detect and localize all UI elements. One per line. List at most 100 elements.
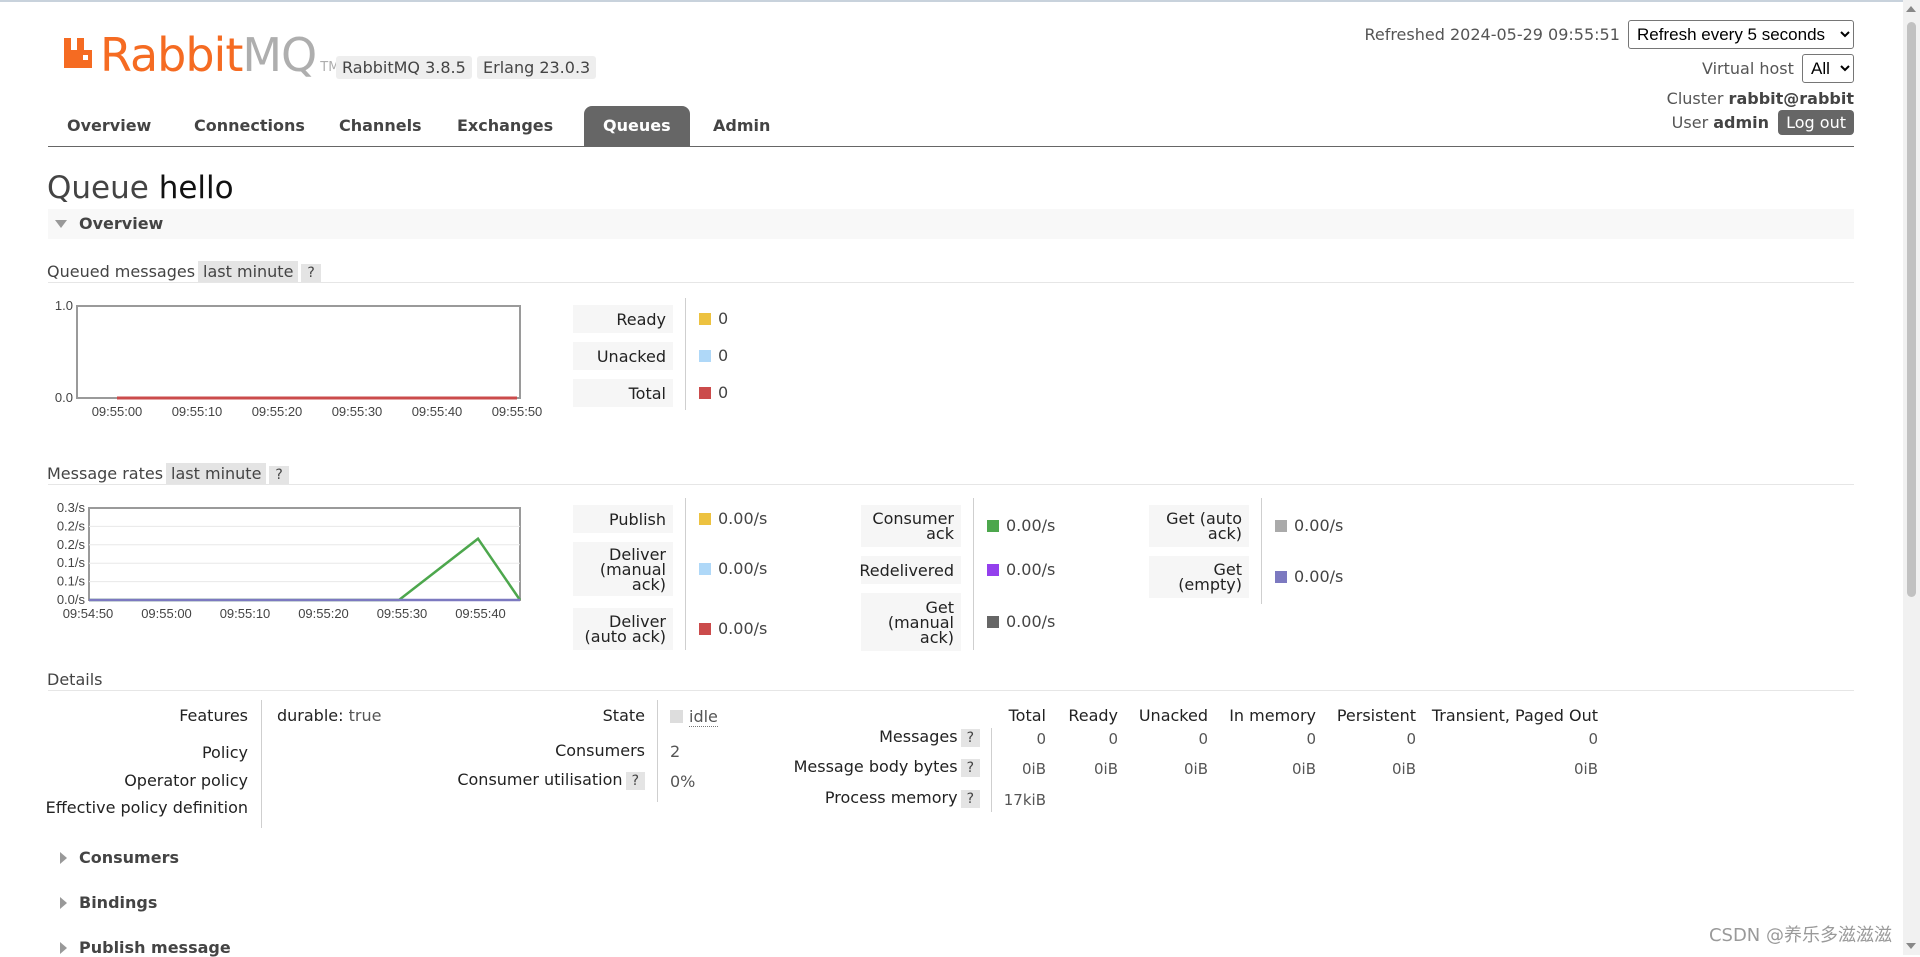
legend-label: Publish (573, 505, 673, 533)
legend-swatch (987, 520, 999, 532)
logout-button[interactable]: Log out (1778, 110, 1854, 135)
row-help-button[interactable]: ? (960, 790, 980, 808)
legend-label: Deliver (auto ack) (573, 608, 673, 650)
legend-value: 0 (699, 383, 728, 402)
section-bindings[interactable]: Bindings (79, 893, 158, 912)
tab-overview[interactable]: Overview (67, 116, 152, 135)
legend-value: 0 (699, 346, 728, 365)
user-name: admin (1713, 113, 1770, 132)
message-rates-header: Message rates last minute? (47, 463, 289, 484)
utilisation-help-button[interactable]: ? (625, 772, 645, 790)
table-column-header: Unacked (1138, 706, 1208, 725)
legend-label: Get (auto ack) (1149, 505, 1249, 547)
table-cell: 0 (1036, 730, 1046, 748)
cluster-name: rabbit@rabbit (1728, 89, 1854, 108)
table-cell: 0iB (1093, 760, 1118, 778)
queued-range-selector[interactable]: last minute (198, 261, 299, 282)
table-cell: 0 (1108, 730, 1118, 748)
rates-help-button[interactable]: ? (269, 466, 289, 484)
details-separator (261, 700, 262, 828)
tab-admin[interactable]: Admin (713, 116, 771, 135)
refresh-row: Refreshed 2024-05-29 09:55:51 Refresh ev… (1364, 20, 1854, 49)
legend-value: 0 (699, 309, 728, 328)
details-label: Details (47, 670, 103, 689)
scroll-up-icon[interactable] (1906, 6, 1916, 12)
window-top-border (0, 0, 1920, 2)
virtual-host-select[interactable]: All (1802, 54, 1854, 83)
table-column-header: Ready (1068, 706, 1118, 725)
section-consumers[interactable]: Consumers (79, 848, 179, 867)
rates-range-selector[interactable]: last minute (166, 463, 267, 484)
legend-label: Redelivered (859, 556, 961, 584)
x-tick-label: 09:55:40 (412, 404, 463, 419)
expand-triangle-icon (60, 852, 67, 864)
overview-section-title[interactable]: Overview (79, 214, 164, 233)
expand-triangle-icon (60, 942, 67, 954)
table-cell: 0 (1306, 730, 1316, 748)
scroll-down-icon[interactable] (1906, 943, 1916, 949)
refreshed-label: Refreshed (1364, 25, 1445, 44)
legend-label: Consumer ack (861, 505, 961, 547)
rabbitmq-version-badge: RabbitMQ 3.8.5 (336, 56, 472, 79)
legend-swatch (987, 564, 999, 576)
table-cell: 0iB (1573, 760, 1598, 778)
legend-swatch (699, 623, 711, 635)
tab-queues[interactable]: Queues (584, 106, 690, 146)
overview-section-header[interactable] (48, 209, 1854, 239)
cluster-label: Cluster (1666, 89, 1724, 108)
row-help-button[interactable]: ? (960, 759, 980, 777)
row-help-button[interactable]: ? (960, 729, 980, 747)
expand-triangle-icon (60, 897, 67, 909)
queued-messages-chart: 0.0 1.0 09:55:00 09:55:10 09:55:20 09:55:30 09… (55, 298, 543, 419)
legend-swatch (1275, 520, 1287, 532)
table-row-label: Messages? (879, 727, 980, 747)
tab-exchanges[interactable]: Exchanges (457, 116, 554, 135)
legend-label: Unacked (573, 342, 673, 370)
tab-channels[interactable]: Channels (339, 116, 422, 135)
legend-value: 0.00/s (699, 509, 767, 528)
y-tick-label: 0.1/s (57, 555, 86, 570)
x-tick-label: 09:55:00 (92, 404, 143, 419)
chart-plot-area (88, 507, 521, 601)
x-tick-label: 09:55:50 (492, 404, 543, 419)
state-label: State (602, 706, 645, 725)
legend-value: 0.00/s (987, 612, 1055, 631)
scrollbar-thumb[interactable] (1907, 22, 1916, 597)
watermark: CSDN @养乐多滋滋滋 (1708, 925, 1892, 946)
divider (48, 282, 1854, 283)
table-cell: 0 (1406, 730, 1416, 748)
y-tick-label: 0.0/s (57, 592, 86, 607)
operator-policy-label: Operator policy (124, 771, 248, 790)
table-cell: 17kiB (1003, 791, 1046, 809)
effective-policy-label: Effective policy definition (45, 798, 248, 817)
refresh-interval-select[interactable]: Refresh every 5 seconds (1628, 20, 1854, 49)
legend-swatch (699, 313, 711, 325)
table-cell: 0 (1588, 730, 1598, 748)
table-column-header: Persistent (1336, 706, 1416, 725)
rabbit-logo-icon (64, 38, 92, 68)
queued-messages-header: Queued messages last minute? (47, 261, 321, 282)
section-publish-message[interactable]: Publish message (79, 938, 231, 957)
legend-value: 0.00/s (1275, 567, 1343, 586)
chart-plot-area (76, 305, 521, 399)
queue-name: hello (158, 170, 234, 206)
consumer-utilisation-label: Consumer utilisation? (457, 770, 645, 790)
table-column-header: Total (1008, 706, 1046, 725)
legend-swatch (699, 387, 711, 399)
legend-value: 0.00/s (987, 516, 1055, 535)
queued-help-button[interactable]: ? (301, 264, 321, 282)
table-row-label: Process memory? (825, 788, 980, 808)
divider (48, 690, 1854, 691)
collapse-triangle-icon (55, 220, 67, 228)
tab-connections[interactable]: Connections (194, 116, 305, 135)
features-value: durable: true (277, 706, 382, 725)
refreshed-time: 2024-05-29 09:55:51 (1449, 25, 1620, 44)
y-tick-label: 0.2/s (57, 537, 86, 552)
y-tick-label: 0.3/s (57, 500, 86, 515)
x-tick-label: 09:55:10 (172, 404, 223, 419)
vertical-scrollbar[interactable] (1903, 0, 1920, 955)
details-separator (657, 700, 658, 802)
legend-label: Deliver (manual ack) (573, 542, 673, 596)
divider (48, 484, 1854, 485)
x-tick-label: 09:55:30 (332, 404, 383, 419)
